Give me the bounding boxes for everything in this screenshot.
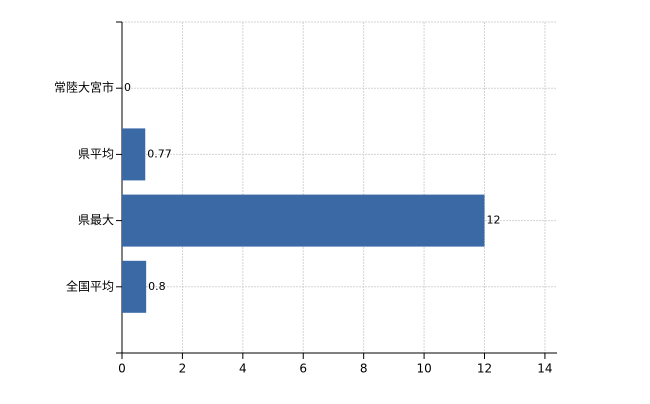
bar: [122, 128, 146, 181]
x-tick-label: 6: [299, 362, 307, 376]
bar: [122, 194, 485, 247]
x-tick-label: 2: [179, 362, 187, 376]
y-tick-label: 県最大: [78, 213, 114, 227]
x-tick-label: 0: [118, 362, 126, 376]
value-label: 12: [487, 214, 501, 227]
y-tick-label: 常陸大宮市: [54, 80, 114, 95]
value-label: 0.77: [147, 147, 172, 160]
x-tick-label: 12: [477, 362, 492, 376]
x-tick-label: 10: [416, 362, 431, 376]
value-label: 0.8: [148, 280, 166, 293]
x-tick-label: 14: [537, 362, 552, 376]
y-tick-label: 全国平均: [66, 278, 114, 293]
x-tick-label: 4: [239, 362, 247, 376]
x-tick-label: 8: [360, 362, 368, 376]
bar: [122, 260, 147, 313]
value-label: 0: [124, 81, 131, 94]
y-tick-label: 県平均: [78, 147, 114, 161]
